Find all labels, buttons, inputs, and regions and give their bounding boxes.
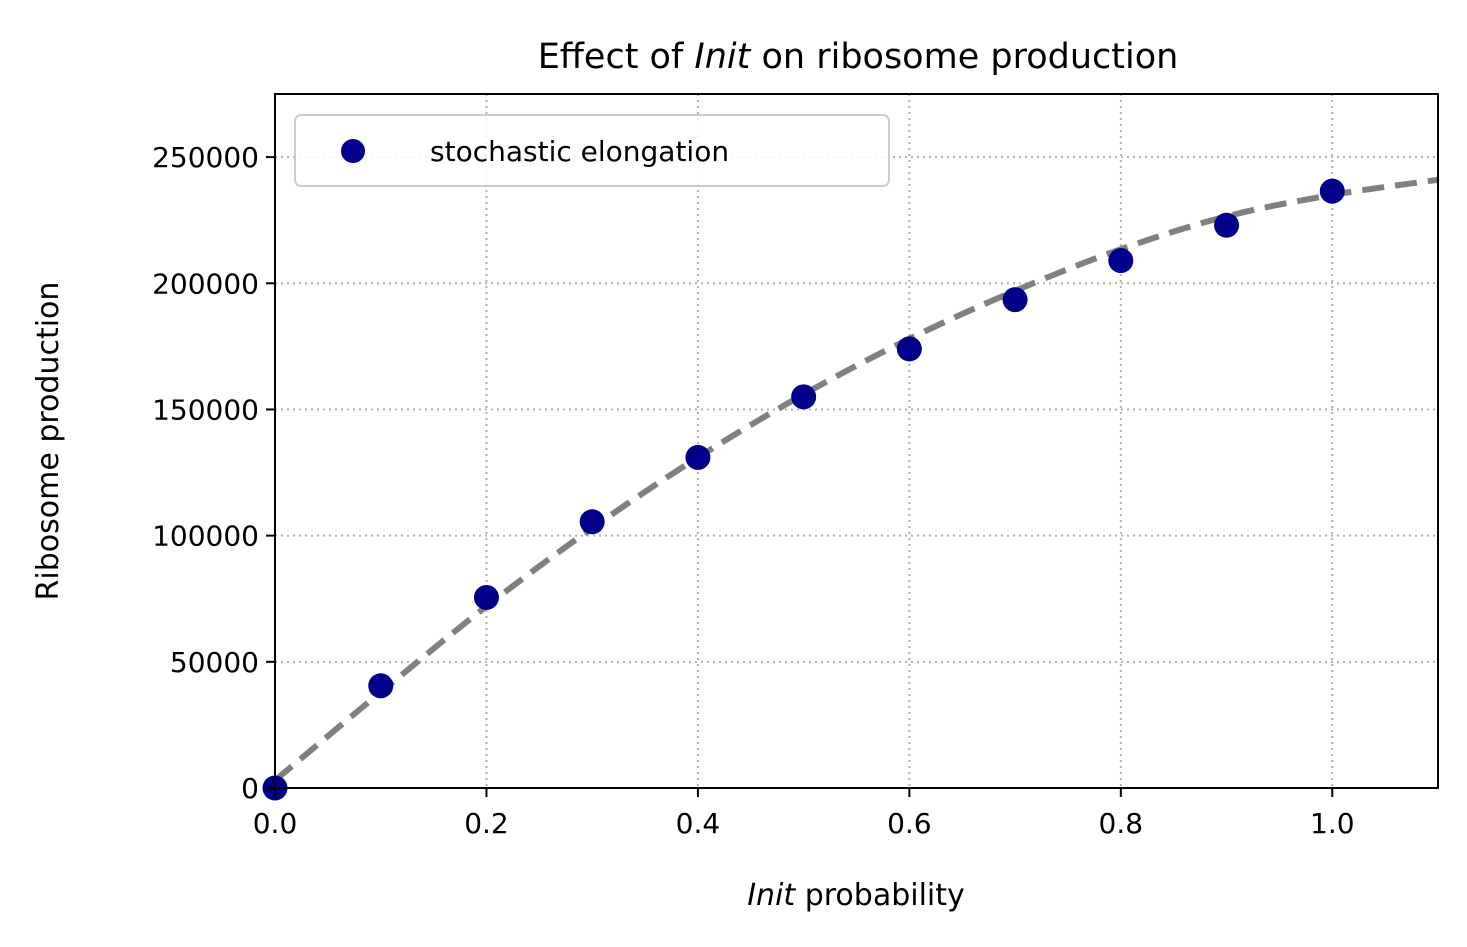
y-tick-label: 250000 [152, 141, 259, 174]
chart-title: Effect of Init on ribosome production [538, 37, 1179, 77]
plot-background [275, 94, 1438, 788]
x-tick-label: 0.2 [464, 807, 509, 840]
x-axis-title: Init probability [747, 878, 965, 913]
x-tick-label: 0.6 [887, 807, 932, 840]
fit-line-layer [275, 176, 1438, 783]
y-tick-label: 100000 [152, 520, 259, 553]
x-axis-title-suffix: probability [795, 878, 965, 913]
y-tick-label: 0 [241, 772, 259, 805]
x-tick-label: 0.0 [253, 807, 298, 840]
scatter-points [262, 178, 1345, 801]
chart-title-emphasis: Init [694, 37, 751, 77]
data-point [368, 673, 394, 699]
data-point [896, 336, 922, 362]
data-point [579, 509, 605, 535]
data-point [1002, 287, 1028, 313]
y-axis-ticks: 0 50000 100000 150000 200000 250000 [152, 141, 275, 805]
plot-frame [274, 93, 1439, 789]
x-axis-ticks: 0.0 0.2 0.4 0.6 0.8 1.0 [253, 788, 1355, 840]
data-point [1214, 212, 1240, 238]
x-tick-label: 0.4 [676, 807, 721, 840]
legend-label: stochastic elongation [430, 135, 729, 168]
y-axis-title: Ribosome production [31, 282, 66, 601]
chart-title-prefix: Effect of [538, 37, 695, 77]
y-tick-label: 50000 [170, 646, 259, 679]
data-point [685, 444, 711, 470]
x-axis-title-emphasis: Init [747, 878, 796, 913]
legend-box [294, 114, 890, 187]
chart-title-suffix: on ribosome production [750, 37, 1178, 77]
data-point [1108, 248, 1134, 274]
data-point [791, 384, 817, 410]
x-tick-label: 1.0 [1310, 807, 1355, 840]
legend: stochastic elongation [294, 114, 890, 187]
legend-marker [341, 139, 365, 163]
fit-line [275, 176, 1438, 783]
y-tick-label: 200000 [152, 267, 259, 300]
data-point [1319, 178, 1345, 204]
y-tick-label: 150000 [152, 393, 259, 426]
x-tick-label: 0.8 [1099, 807, 1144, 840]
data-point [473, 584, 499, 610]
